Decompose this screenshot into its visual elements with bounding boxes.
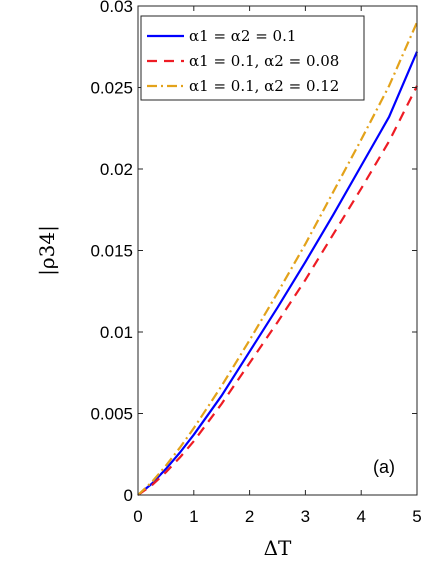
x-tick-label: 0: [133, 507, 142, 526]
y-tick-label: 0.005: [90, 405, 133, 424]
ticks-layer: 0 1 2 3 4 5 0 0.005 0.01 0.015 0.02 0.025 0.03: [90, 0, 421, 526]
panel-label: (a): [373, 457, 395, 477]
y-axis-label: |ρ34|: [35, 225, 60, 276]
legend: α1 = α2 = 0.1 α1 = 0.1, α2 = 0.08 α1 = 0.1…: [140, 15, 365, 101]
x-tick-label: 1: [189, 507, 198, 526]
series-layer: [137, 21, 419, 496]
x-tick-label: 5: [412, 507, 421, 526]
y-tick-label: 0.02: [100, 160, 133, 179]
y-tick-label: 0.03: [100, 0, 133, 16]
x-tick-label: 4: [356, 507, 365, 526]
x-axis-label: ΔT: [264, 536, 292, 560]
legend-entry-3: α1 = 0.1, α2 = 0.12: [189, 77, 339, 95]
series-line-1: [137, 51, 419, 496]
y-tick-label: 0.01: [100, 323, 133, 342]
series-line-2: [137, 85, 418, 496]
series-line-3: [137, 21, 419, 496]
x-tick-label: 2: [245, 507, 254, 526]
legend-entry-1: α1 = α2 = 0.1: [189, 27, 296, 45]
legend-entry-2: α1 = 0.1, α2 = 0.08: [189, 52, 339, 70]
x-tick-label: 3: [301, 507, 310, 526]
y-tick-label: 0.015: [90, 242, 133, 261]
legend-box: [140, 15, 365, 101]
y-tick-label: 0: [124, 486, 133, 505]
y-tick-label: 0.025: [90, 79, 133, 98]
